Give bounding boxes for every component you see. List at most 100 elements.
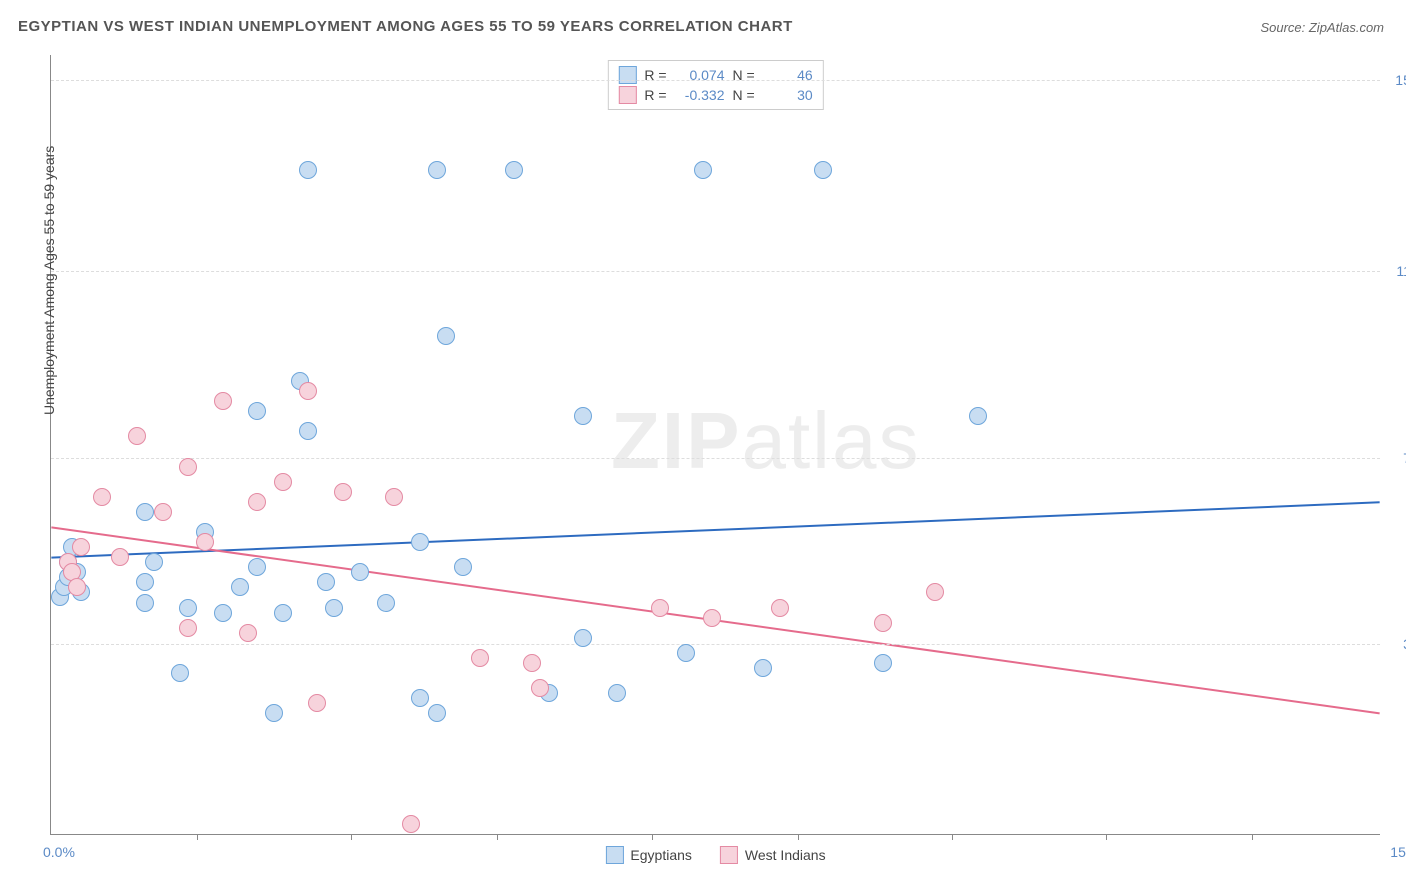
data-point-west-indians [196, 533, 214, 551]
data-point-egyptians [274, 604, 292, 622]
legend-swatch-egyptians [605, 846, 623, 864]
gridline [51, 80, 1380, 81]
legend-row-egyptians: R = 0.074 N = 46 [618, 65, 812, 85]
data-point-west-indians [128, 427, 146, 445]
data-point-west-indians [154, 503, 172, 521]
data-point-egyptians [351, 563, 369, 581]
data-point-west-indians [111, 548, 129, 566]
x-axis-max-label: 15.0% [1390, 844, 1406, 860]
data-point-egyptians [231, 578, 249, 596]
data-point-egyptians [608, 684, 626, 702]
data-point-west-indians [471, 649, 489, 667]
data-point-west-indians [274, 473, 292, 491]
r-label: R = [644, 85, 666, 105]
legend-swatch-egyptians [618, 66, 636, 84]
data-point-egyptians [411, 533, 429, 551]
data-point-egyptians [454, 558, 472, 576]
n-label: N = [733, 85, 755, 105]
gridline [51, 271, 1380, 272]
data-point-egyptians [969, 407, 987, 425]
data-point-egyptians [299, 161, 317, 179]
data-point-egyptians [317, 573, 335, 591]
x-tick-mark [652, 834, 653, 840]
data-point-west-indians [214, 392, 232, 410]
data-point-egyptians [814, 161, 832, 179]
correlation-legend: R = 0.074 N = 46 R = -0.332 N = 30 [607, 60, 823, 110]
x-tick-mark [351, 834, 352, 840]
data-point-egyptians [136, 594, 154, 612]
trend-lines-layer [51, 55, 1380, 834]
data-point-egyptians [179, 599, 197, 617]
legend-item-west-indians: West Indians [720, 846, 826, 864]
r-value-west-indians: -0.332 [675, 85, 725, 105]
data-point-egyptians [411, 689, 429, 707]
x-tick-mark [798, 834, 799, 840]
data-point-west-indians [179, 619, 197, 637]
trend-line-egyptians [51, 502, 1379, 557]
data-point-egyptians [248, 558, 266, 576]
data-point-west-indians [299, 382, 317, 400]
data-point-west-indians [523, 654, 541, 672]
r-label: R = [644, 65, 666, 85]
data-point-west-indians [402, 815, 420, 833]
n-value-west-indians: 30 [763, 85, 813, 105]
chart-title: EGYPTIAN VS WEST INDIAN UNEMPLOYMENT AMO… [18, 18, 793, 35]
data-point-egyptians [214, 604, 232, 622]
gridline [51, 644, 1380, 645]
legend-label-egyptians: Egyptians [630, 847, 691, 863]
y-tick-label: 15.0% [1395, 72, 1406, 88]
legend-swatch-west-indians [720, 846, 738, 864]
data-point-egyptians [574, 407, 592, 425]
data-point-egyptians [754, 659, 772, 677]
legend-item-egyptians: Egyptians [605, 846, 691, 864]
data-point-egyptians [145, 553, 163, 571]
legend-row-west-indians: R = -0.332 N = 30 [618, 85, 812, 105]
y-tick-label: 11.2% [1396, 263, 1406, 279]
data-point-egyptians [574, 629, 592, 647]
data-point-egyptians [428, 161, 446, 179]
source-attribution: Source: ZipAtlas.com [1260, 20, 1384, 35]
data-point-egyptians [677, 644, 695, 662]
data-point-west-indians [239, 624, 257, 642]
x-tick-mark [1106, 834, 1107, 840]
x-axis-min-label: 0.0% [43, 844, 75, 860]
data-point-egyptians [136, 503, 154, 521]
data-point-west-indians [68, 578, 86, 596]
data-point-egyptians [299, 422, 317, 440]
data-point-west-indians [651, 599, 669, 617]
x-tick-mark [952, 834, 953, 840]
data-point-west-indians [248, 493, 266, 511]
n-value-egyptians: 46 [763, 65, 813, 85]
data-point-west-indians [179, 458, 197, 476]
n-label: N = [733, 65, 755, 85]
legend-label-west-indians: West Indians [745, 847, 826, 863]
data-point-egyptians [437, 327, 455, 345]
gridline [51, 458, 1380, 459]
data-point-egyptians [377, 594, 395, 612]
data-point-egyptians [248, 402, 266, 420]
data-point-west-indians [334, 483, 352, 501]
plot-area: Unemployment Among Ages 55 to 59 years Z… [50, 55, 1380, 835]
data-point-west-indians [771, 599, 789, 617]
series-legend: Egyptians West Indians [605, 846, 825, 864]
data-point-egyptians [136, 573, 154, 591]
data-point-west-indians [531, 679, 549, 697]
data-point-west-indians [874, 614, 892, 632]
data-point-egyptians [265, 704, 283, 722]
legend-swatch-west-indians [618, 86, 636, 104]
x-tick-mark [1252, 834, 1253, 840]
data-point-west-indians [385, 488, 403, 506]
data-point-egyptians [505, 161, 523, 179]
data-point-egyptians [171, 664, 189, 682]
x-tick-mark [197, 834, 198, 840]
data-point-egyptians [428, 704, 446, 722]
data-point-egyptians [694, 161, 712, 179]
data-point-west-indians [926, 583, 944, 601]
r-value-egyptians: 0.074 [675, 65, 725, 85]
data-point-west-indians [93, 488, 111, 506]
data-point-egyptians [325, 599, 343, 617]
data-point-west-indians [72, 538, 90, 556]
data-point-egyptians [874, 654, 892, 672]
data-point-west-indians [703, 609, 721, 627]
x-tick-mark [497, 834, 498, 840]
